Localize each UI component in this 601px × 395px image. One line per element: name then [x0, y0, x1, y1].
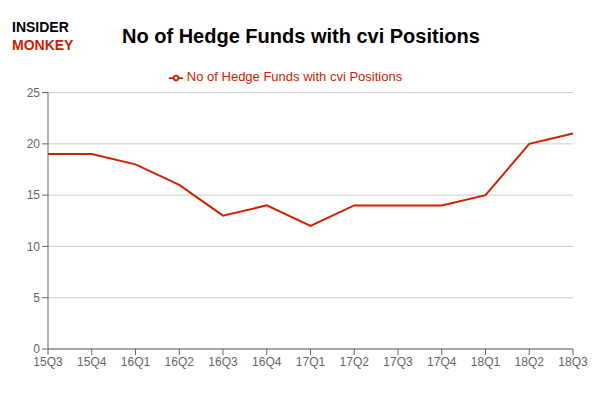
html-text:MONKEY: MONKEY [12, 37, 74, 53]
svg-text:17Q2: 17Q2 [340, 355, 370, 369]
svg-text:18Q1: 18Q1 [471, 355, 501, 369]
svg-text:20: 20 [27, 137, 41, 151]
svg-text:16Q3: 16Q3 [208, 355, 238, 369]
html-text:No of Hedge Funds with cvi Pos: No of Hedge Funds with cvi Positions [122, 24, 480, 47]
html-text:No of Hedge Funds with cvi Pos: No of Hedge Funds with cvi Positions [186, 69, 403, 84]
svg-text:17Q3: 17Q3 [383, 355, 413, 369]
html-text:INSIDER: INSIDER [12, 19, 69, 35]
svg-text:18Q2: 18Q2 [515, 355, 545, 369]
svg-text:17Q1: 17Q1 [296, 355, 326, 369]
svg-text:0: 0 [33, 342, 40, 356]
svg-text:17Q4: 17Q4 [427, 355, 457, 369]
svg-text:15Q4: 15Q4 [77, 355, 107, 369]
svg-text:16Q2: 16Q2 [165, 355, 195, 369]
svg-text:10: 10 [27, 240, 41, 254]
svg-text:25: 25 [27, 86, 41, 100]
svg-text:5: 5 [33, 291, 40, 305]
svg-text:15: 15 [27, 188, 41, 202]
svg-text:16Q4: 16Q4 [252, 355, 282, 369]
svg-text:18Q3: 18Q3 [558, 355, 588, 369]
svg-text:15Q3: 15Q3 [33, 355, 63, 369]
svg-text:16Q1: 16Q1 [121, 355, 151, 369]
